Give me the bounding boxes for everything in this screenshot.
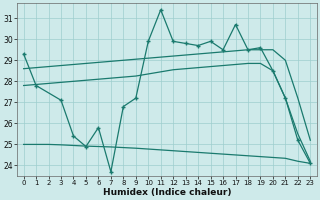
X-axis label: Humidex (Indice chaleur): Humidex (Indice chaleur) (103, 188, 231, 197)
